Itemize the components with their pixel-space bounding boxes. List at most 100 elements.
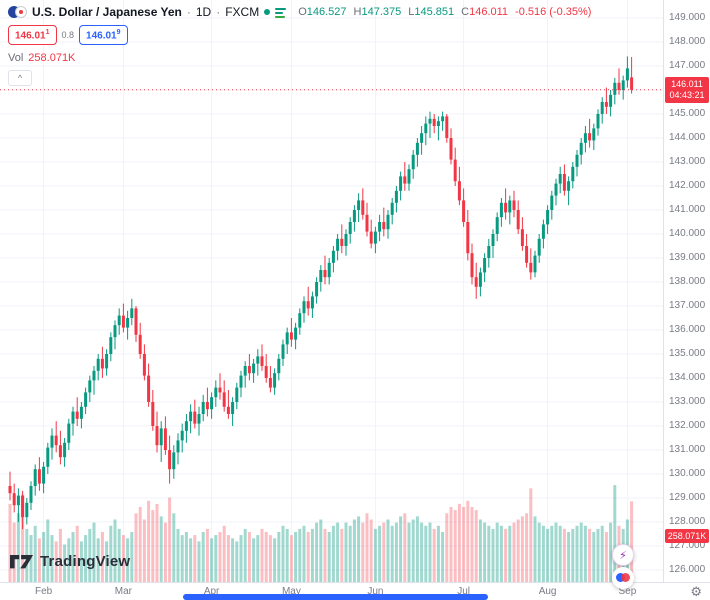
volume-bar xyxy=(50,535,54,582)
candle-body xyxy=(163,428,167,450)
volume-bar xyxy=(273,538,277,582)
volume-bar xyxy=(268,535,272,582)
close-value: 146.011 xyxy=(469,6,509,18)
time-axis-label: Apr xyxy=(203,586,220,597)
low-label: L xyxy=(408,6,415,18)
collapse-legend-button[interactable]: ^ xyxy=(8,70,32,87)
sell-button[interactable]: 146.011 xyxy=(8,25,57,46)
list-icon[interactable] xyxy=(275,7,287,18)
volume-label: Vol xyxy=(8,52,24,65)
market-status-dot xyxy=(264,9,271,15)
volume-bar xyxy=(449,507,453,582)
volume-bar xyxy=(420,522,424,582)
volume-bar xyxy=(453,510,457,582)
price-axis-label: 148.000 xyxy=(669,36,706,47)
volume-bar xyxy=(546,528,550,582)
volume-bar xyxy=(315,522,319,582)
candle-body xyxy=(348,222,352,234)
price-axis-label: 129.000 xyxy=(669,492,706,503)
volume-bar xyxy=(117,528,121,582)
chart-legend: U.S. Dollar / Japanese Yen · 1D · FXCM O… xyxy=(8,5,591,87)
candle-body xyxy=(151,402,155,426)
volume-bar xyxy=(285,528,289,582)
volume-bar xyxy=(344,522,348,582)
price-axis-label: 145.000 xyxy=(669,108,706,119)
buy-button[interactable]: 146.019 xyxy=(79,25,128,46)
last-price-value: 146.011 xyxy=(671,79,703,90)
time-axis-label: Feb xyxy=(34,586,53,597)
open-value: 146.527 xyxy=(306,6,347,18)
candle-body xyxy=(407,169,411,184)
horizontal-scrollbar-thumb[interactable] xyxy=(183,594,488,600)
volume-bar xyxy=(134,513,138,582)
candle-body xyxy=(84,392,88,407)
volume-bar xyxy=(613,485,617,582)
price-axis-label: 147.000 xyxy=(669,60,706,71)
candle-body xyxy=(562,174,566,191)
candle-body xyxy=(12,493,16,506)
candle-body xyxy=(37,469,41,484)
volume-row: Vol 258.071K xyxy=(8,52,591,64)
volume-bar xyxy=(180,535,184,582)
quick-actions-button[interactable]: ⚡ xyxy=(612,544,634,566)
chart-pane[interactable] xyxy=(0,0,663,582)
volume-bar xyxy=(113,519,117,582)
volume-bar xyxy=(222,525,226,582)
candle-body xyxy=(121,315,125,328)
volume-bar xyxy=(596,528,600,582)
candle-body xyxy=(554,183,558,196)
candle-body xyxy=(310,296,314,309)
candle-body xyxy=(546,210,550,225)
symbol-title[interactable]: U.S. Dollar / Japanese Yen xyxy=(32,5,182,19)
time-axis[interactable]: ⚙ Feb Mar Apr May Jun Jul Aug Sep xyxy=(0,582,710,600)
symbol-quick-button[interactable] xyxy=(612,567,634,589)
price-axis-label: 130.000 xyxy=(669,468,706,479)
candle-body xyxy=(46,447,50,467)
settings-gear-icon[interactable]: ⚙ xyxy=(690,584,702,599)
bar-countdown: 04:43:21 xyxy=(669,90,705,101)
candle-body xyxy=(357,200,361,210)
candle-body xyxy=(575,154,579,167)
volume-bar xyxy=(499,525,503,582)
candle-body xyxy=(113,325,117,338)
candle-body xyxy=(508,200,512,213)
price-axis[interactable]: 146.011 04:43:21 258.071K 149.000 148.000… xyxy=(663,0,710,582)
candle-body xyxy=(344,234,348,246)
candle-body xyxy=(567,181,571,191)
candle-body xyxy=(172,452,176,470)
time-axis-label: Jul xyxy=(457,586,470,597)
volume-bar xyxy=(197,541,201,582)
candle-body xyxy=(289,332,293,340)
price-axis-label: 128.000 xyxy=(669,516,706,527)
candle-body xyxy=(583,133,587,143)
candle-body xyxy=(63,442,67,458)
volume-bar xyxy=(495,522,499,582)
volume-bar xyxy=(214,535,218,582)
volume-bar xyxy=(390,525,394,582)
tradingview-logo[interactable]: TradingView xyxy=(10,553,130,570)
price-axis-label: 126.000 xyxy=(669,564,706,575)
candle-body xyxy=(378,222,382,232)
volume-bar xyxy=(63,544,67,582)
candle-body xyxy=(504,202,508,213)
candle-body xyxy=(273,373,277,388)
volume-bar xyxy=(340,528,344,582)
candle-body xyxy=(436,121,440,126)
volume-value: 258.071K xyxy=(28,52,76,65)
price-axis-label: 139.000 xyxy=(669,252,706,263)
candle-body xyxy=(516,210,520,230)
exchange-label[interactable]: FXCM xyxy=(225,5,260,19)
lightning-icon: ⚡ xyxy=(619,549,627,562)
candle-body xyxy=(247,366,251,374)
candle-body xyxy=(340,238,344,246)
candle-body xyxy=(499,202,503,218)
volume-bar xyxy=(176,528,180,582)
volume-bar xyxy=(294,532,298,582)
timeframe-label[interactable]: 1D xyxy=(195,5,212,19)
low-value: 145.851 xyxy=(414,6,455,18)
candle-body xyxy=(571,166,575,182)
candle-body xyxy=(298,313,302,328)
candle-body xyxy=(453,159,457,182)
candle-body xyxy=(600,102,604,114)
